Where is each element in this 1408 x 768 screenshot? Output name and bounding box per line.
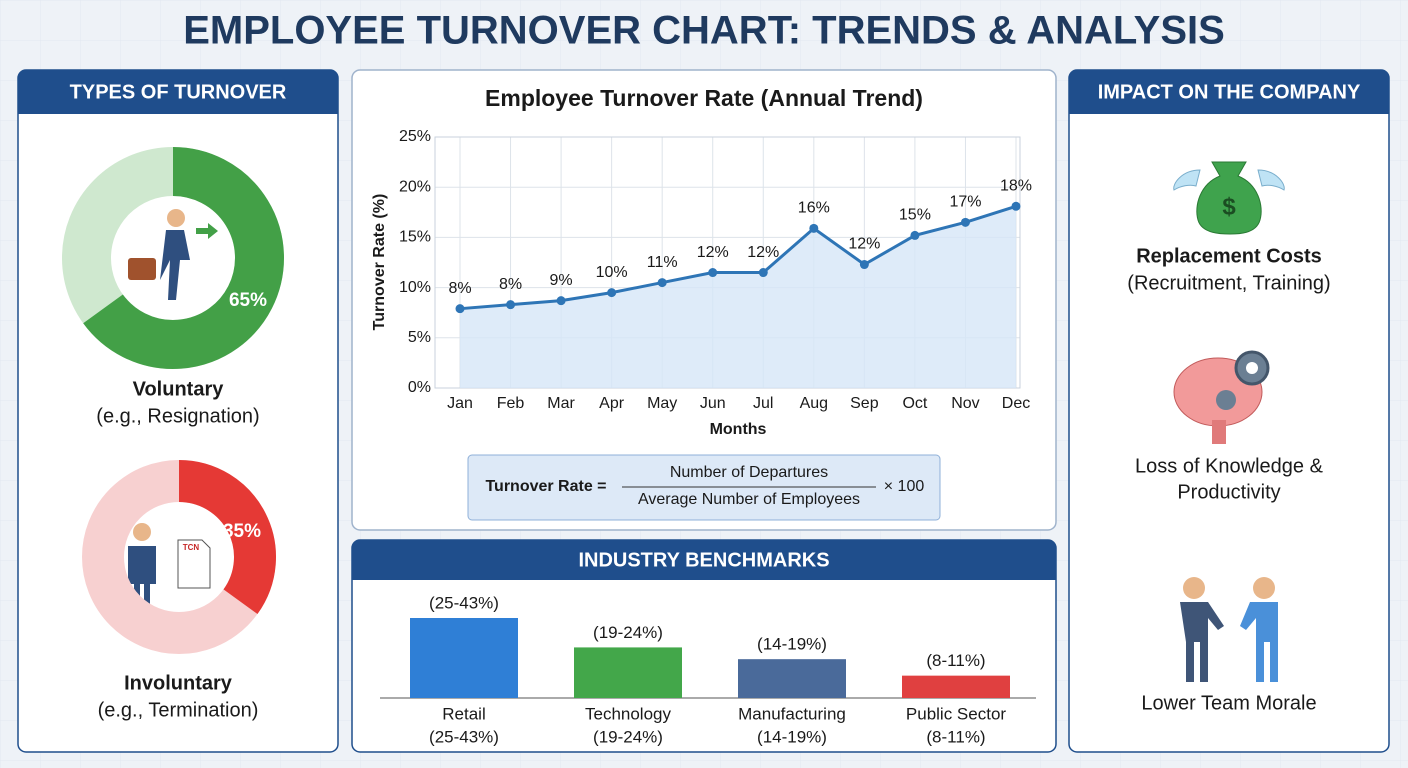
bar [410, 618, 518, 698]
bar [902, 675, 1010, 698]
icon-money-bag: $ [1173, 161, 1285, 235]
bar [738, 659, 846, 698]
point [506, 300, 516, 310]
x-axis-label: Months [710, 421, 767, 438]
bar [574, 647, 682, 698]
formula-denominator: Average Number of Employees [638, 491, 860, 508]
x-tick-label: Apr [599, 395, 625, 412]
donut-slice [178, 460, 276, 614]
area [460, 206, 1016, 388]
category-note: (e.g., Resignation) [96, 405, 259, 427]
x-tick-label: Retail [442, 704, 485, 723]
x-tick-label: Public Sector [906, 704, 1006, 723]
x-tick-label: Sep [850, 395, 879, 412]
x-tick-label: Mar [547, 395, 575, 412]
impact-label: Loss of Knowledge & [1135, 455, 1324, 477]
panel-headers [18, 70, 1389, 580]
icon-brain [1173, 350, 1270, 444]
x-tick-sublabel: (14-19%) [757, 727, 827, 746]
value-label: 9% [550, 272, 573, 289]
point [859, 260, 869, 270]
panel-title: TYPES OF TURNOVER [70, 81, 287, 103]
svg-text:$: $ [1222, 193, 1236, 220]
category-label: Voluntary [133, 378, 225, 400]
impact-label: Replacement Costs [1136, 245, 1322, 267]
point [455, 304, 465, 314]
x-tick-label: Dec [1002, 395, 1030, 412]
point [960, 217, 970, 227]
point [809, 223, 819, 233]
value-label: 12% [747, 244, 779, 261]
point [657, 278, 667, 288]
icon-walking-man [128, 209, 218, 300]
impact-label: Lower Team Morale [1141, 692, 1316, 714]
x-tick-label: May [647, 395, 677, 412]
value-label: 18% [1000, 177, 1032, 194]
y-tick-label: 20% [399, 178, 431, 195]
value-label: (14-19%) [757, 635, 827, 654]
impact-detail: (Recruitment, Training) [1127, 272, 1330, 294]
impact-label: Productivity [1177, 481, 1280, 503]
line [459, 204, 1017, 311]
x-tick-sublabel: (8-11%) [926, 727, 985, 746]
panel-title: IMPACT ON THE COMPANY [1098, 81, 1361, 103]
point [708, 268, 718, 278]
page-title: EMPLOYEE TURNOVER CHART: TRENDS & ANALYS… [183, 9, 1225, 53]
y-tick-label: 15% [399, 229, 431, 246]
x-tick-label: Technology [585, 704, 672, 723]
donut-slice [83, 147, 284, 369]
value-label: (19-24%) [593, 623, 663, 642]
value-label: (8-11%) [926, 651, 985, 670]
donut-label: 35% [223, 521, 261, 542]
donut-label: 65% [229, 290, 267, 311]
x-tick-label: Nov [951, 395, 979, 412]
category-label: Involuntary [124, 672, 233, 694]
formula-lhs: Turnover Rate = [485, 478, 606, 495]
value-label: 15% [899, 207, 931, 224]
chart-title: Employee Turnover Rate (Annual Trend) [485, 85, 923, 111]
y-tick-label: 10% [399, 279, 431, 296]
x-tick-label: Jan [447, 395, 473, 412]
panel-title: INDUSTRY BENCHMARKS [578, 549, 829, 571]
value-label: 16% [798, 200, 830, 217]
point [758, 268, 768, 278]
value-label: (25-43%) [429, 593, 499, 612]
point [1011, 201, 1021, 211]
point [910, 230, 920, 240]
point [556, 296, 566, 306]
value-label: 8% [499, 276, 522, 293]
x-tick-label: Jul [753, 395, 773, 412]
category-note: (e.g., Termination) [98, 699, 259, 721]
value-label: 8% [448, 280, 471, 297]
point [607, 288, 617, 298]
x-tick-label: Aug [800, 395, 828, 412]
x-tick-sublabel: (19-24%) [593, 727, 663, 746]
value-label: 10% [596, 264, 628, 281]
svg-text:TCN: TCN [183, 543, 200, 552]
y-axis-label: Turnover Rate (%) [371, 194, 388, 331]
formula-numerator: Number of Departures [670, 464, 828, 481]
y-tick-label: 0% [408, 379, 431, 396]
icon-handshake [1180, 577, 1278, 682]
formula-factor: × 100 [884, 478, 925, 495]
y-tick-label: 25% [399, 128, 431, 145]
value-label: 17% [949, 194, 981, 211]
value-label: 12% [697, 244, 729, 261]
value-label: 11% [647, 254, 678, 271]
x-tick-label: Manufacturing [738, 704, 846, 723]
x-tick-label: Feb [497, 395, 525, 412]
value-label: 12% [848, 236, 880, 253]
x-tick-label: Jun [700, 395, 726, 412]
y-tick-label: 5% [408, 329, 431, 346]
x-tick-sublabel: (25-43%) [429, 727, 499, 746]
x-tick-label: Oct [902, 395, 927, 412]
